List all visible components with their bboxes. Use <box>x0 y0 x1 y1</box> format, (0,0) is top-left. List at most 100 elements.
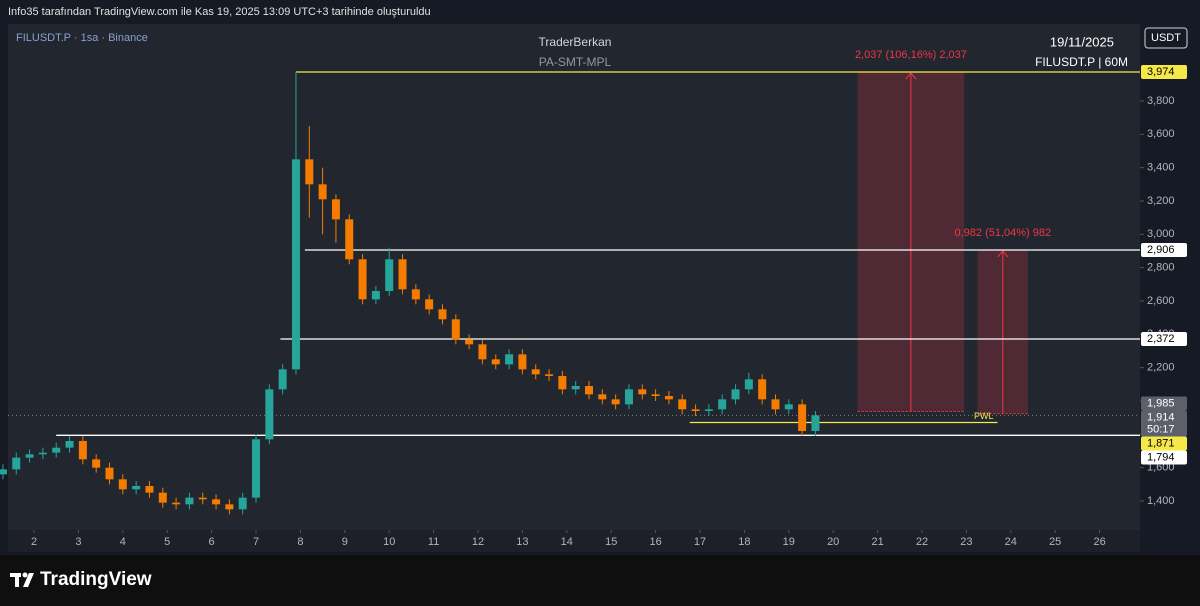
x-tick-label: 17 <box>694 536 706 548</box>
x-tick-label: 12 <box>472 536 484 548</box>
candle-body <box>478 344 487 360</box>
tv-logo <box>10 572 34 587</box>
measure-label: 0,982 (51,04%) 982 <box>954 227 1051 239</box>
x-tick-label: 8 <box>297 536 303 548</box>
candle-body <box>358 259 367 300</box>
candle-body <box>518 354 527 370</box>
x-tick-label: 13 <box>516 536 528 548</box>
candle-body <box>545 374 554 376</box>
price-tag <box>1141 436 1187 451</box>
price-tag <box>1141 243 1187 257</box>
caption: Info35 tarafından TradingView.com ile Ka… <box>8 6 431 18</box>
price-tag <box>1141 396 1187 411</box>
price-tag-label: 1,794 <box>1147 451 1175 463</box>
price-tag-label: 1,871 <box>1147 437 1175 449</box>
price-tag <box>1141 450 1187 465</box>
x-tick-label: 5 <box>164 536 170 548</box>
x-tick-label: 10 <box>383 536 395 548</box>
watermark: TraderBerkan <box>539 35 612 49</box>
candle-body <box>52 447 61 453</box>
candle-body <box>571 386 580 390</box>
candle-body <box>638 389 647 395</box>
candle-body <box>585 386 594 395</box>
plot: 2,037 (106,16%) 2,037 0,982 (51,04%) 982 P… <box>0 49 1140 515</box>
candle-body <box>185 497 194 505</box>
candle-body <box>411 289 420 300</box>
chart-bg <box>8 24 1140 530</box>
x-tick-label: 18 <box>738 536 750 548</box>
price-tag <box>1141 65 1187 79</box>
y-tick-label: 1,400 <box>1147 495 1175 507</box>
x-tick-label: 6 <box>209 536 215 548</box>
candle-body <box>265 389 274 440</box>
x-tick-label: 25 <box>1049 536 1061 548</box>
x-tick-label: 22 <box>916 536 928 548</box>
candle-body <box>784 404 793 410</box>
candle-body <box>691 409 700 411</box>
candle-body <box>771 399 780 410</box>
candle-body <box>65 441 74 448</box>
candle-body <box>611 399 620 405</box>
candle-body <box>225 504 234 510</box>
candle-body <box>558 376 567 390</box>
candle-body <box>505 354 514 365</box>
candle-body <box>345 219 354 260</box>
candle-body <box>38 452 47 455</box>
candle-body <box>758 379 767 400</box>
candle-body <box>624 389 633 405</box>
candle-body <box>385 259 394 291</box>
time-axis-bg <box>8 530 1140 552</box>
candle-body <box>398 259 407 290</box>
candle-body <box>238 497 247 510</box>
brand: TradingView <box>40 569 152 590</box>
candle-body <box>12 457 21 470</box>
candle-body <box>0 469 7 475</box>
y-tick-label: 2,800 <box>1147 262 1175 274</box>
x-tick-label: 16 <box>649 536 661 548</box>
price-tag-label: 1,914 <box>1147 411 1175 423</box>
x-tick-label: 4 <box>120 536 126 548</box>
measure-arrowhead <box>997 250 1009 258</box>
candle-body <box>145 486 154 493</box>
x-tick-label: 23 <box>960 536 972 548</box>
y-tick-label: 3,600 <box>1147 128 1175 140</box>
x-tick-label: 15 <box>605 536 617 548</box>
candle-body <box>678 399 687 410</box>
x-tick-label: 9 <box>342 536 348 548</box>
candle-body <box>718 399 727 410</box>
x-tick-label: 11 <box>428 536 439 548</box>
measure-arrowhead <box>905 72 917 80</box>
x-tick-label: 14 <box>561 536 573 548</box>
candle-body <box>371 291 380 300</box>
y-tick-label: 1,600 <box>1147 462 1175 474</box>
candle-body <box>118 479 127 490</box>
level-tag: PWL <box>974 411 994 421</box>
x-tick-label: 7 <box>253 536 259 548</box>
candle-body <box>744 379 753 390</box>
candle-body <box>291 159 300 370</box>
candle-body <box>438 309 447 320</box>
price-tag-label: 1,985 <box>1147 397 1175 409</box>
y-tick-label: 3,800 <box>1147 95 1175 107</box>
candle-body <box>278 369 287 390</box>
candle-body <box>664 396 673 400</box>
currency[interactable]: USDT <box>1151 32 1181 44</box>
candle-body <box>25 454 34 458</box>
y-tick-label: 2,200 <box>1147 362 1175 374</box>
candle-body <box>158 492 167 503</box>
currency-button[interactable] <box>1144 27 1188 49</box>
x-tick-label: 24 <box>1005 536 1017 548</box>
countdown: 50:17 <box>1147 423 1175 435</box>
timeframe-note: FILUSDT.P | 60M <box>1035 55 1128 69</box>
x-tick-label: 2 <box>31 536 37 548</box>
candle-body <box>465 339 474 345</box>
x-tick-label: 19 <box>783 536 795 548</box>
candle-body <box>651 394 660 396</box>
candle-body <box>704 409 713 411</box>
candle-body <box>78 441 87 460</box>
candle-body <box>598 394 607 400</box>
candle-body <box>451 319 460 340</box>
price-tag <box>1141 410 1187 437</box>
symbol: FILUSDT.P · 1sa · Binance <box>16 32 148 44</box>
